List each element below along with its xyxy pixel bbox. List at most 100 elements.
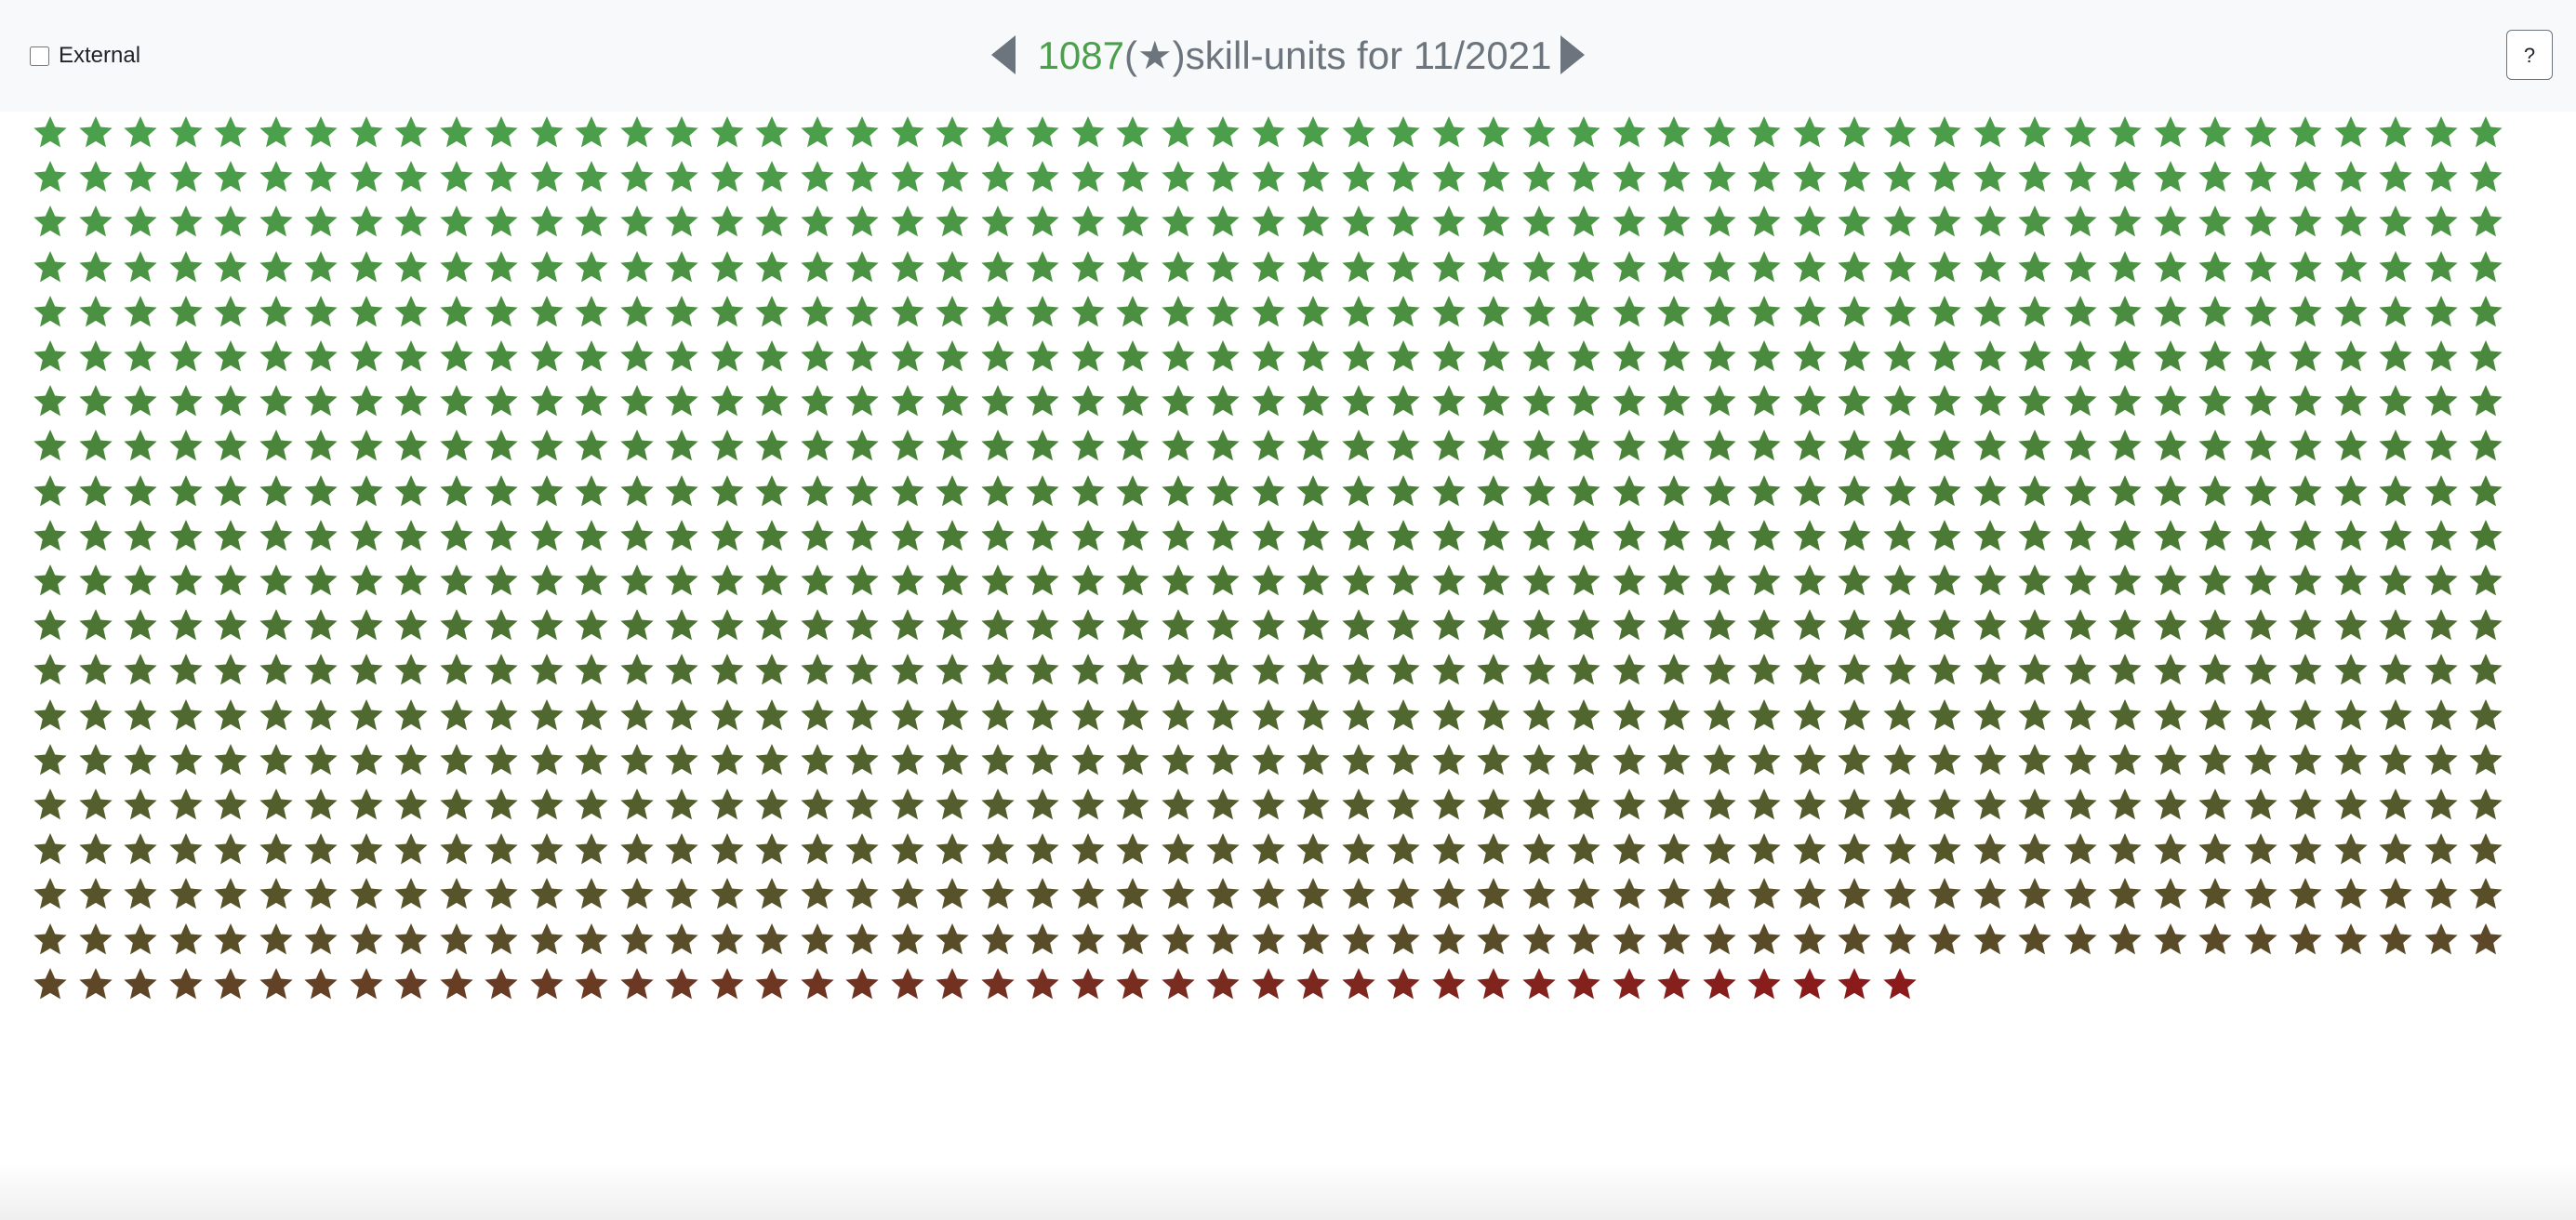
star-icon xyxy=(1926,472,1963,510)
star-icon xyxy=(1114,203,1151,240)
star-icon xyxy=(1836,203,1873,240)
star-icon xyxy=(2197,875,2234,912)
star-icon xyxy=(2062,875,2099,912)
star-icon xyxy=(1160,921,1197,958)
star-icon xyxy=(1204,965,1242,1002)
star-icon xyxy=(438,248,475,285)
star-icon xyxy=(1385,203,1422,240)
star-icon xyxy=(1430,606,1467,643)
star-icon xyxy=(573,830,610,868)
star-icon xyxy=(122,562,159,599)
star-icon xyxy=(618,203,656,240)
caret-left-icon[interactable] xyxy=(991,35,1016,74)
star-icon xyxy=(1972,741,2009,778)
star-icon xyxy=(799,921,836,958)
star-icon xyxy=(302,338,339,375)
star-icon xyxy=(1295,338,1332,375)
star-icon xyxy=(212,875,249,912)
star-icon xyxy=(302,203,339,240)
star-icon xyxy=(1701,651,1738,688)
star-icon xyxy=(2287,696,2324,734)
star-icon xyxy=(1611,921,1648,958)
star-icon xyxy=(1791,338,1828,375)
star-icon xyxy=(1114,651,1151,688)
star-icon xyxy=(2377,651,2414,688)
star-icon xyxy=(1114,965,1151,1002)
star-icon xyxy=(1655,427,1693,464)
star-icon xyxy=(1250,921,1287,958)
star-icon xyxy=(1295,293,1332,330)
star-icon xyxy=(799,472,836,510)
star-icon xyxy=(1746,875,1783,912)
star-icon xyxy=(1069,606,1107,643)
star-icon xyxy=(1972,248,2009,285)
star-icon xyxy=(1791,427,1828,464)
caret-right-icon[interactable] xyxy=(1560,35,1585,74)
star-icon xyxy=(348,472,385,510)
star-icon xyxy=(1655,203,1693,240)
paren-open: ( xyxy=(1124,33,1137,77)
star-icon xyxy=(979,203,1016,240)
star-icon xyxy=(1565,382,1602,419)
star-icon xyxy=(2423,203,2460,240)
star-icon xyxy=(438,158,475,195)
star-icon xyxy=(392,382,430,419)
star-icon xyxy=(2467,830,2504,868)
star-icon xyxy=(348,248,385,285)
star-icon xyxy=(528,786,565,823)
star-icon xyxy=(1340,562,1377,599)
star-icon xyxy=(302,113,339,151)
star-icon xyxy=(1475,248,1512,285)
star-icon xyxy=(1204,338,1242,375)
star-icon xyxy=(438,293,475,330)
star-icon xyxy=(1655,472,1693,510)
star-icon xyxy=(438,786,475,823)
star-icon xyxy=(709,382,746,419)
star-icon xyxy=(1069,651,1107,688)
star-icon xyxy=(122,203,159,240)
star-icon xyxy=(753,562,790,599)
star-icon xyxy=(2332,651,2370,688)
star-icon xyxy=(1295,921,1332,958)
star-icon xyxy=(1520,203,1558,240)
page-title: 1087(★)skill-units for 11/2021 xyxy=(0,26,2576,86)
star-icon xyxy=(2242,382,2279,419)
star-icon xyxy=(2242,517,2279,554)
star-icon xyxy=(1430,965,1467,1002)
star-icon xyxy=(32,651,69,688)
star-icon xyxy=(573,875,610,912)
star-icon xyxy=(1746,606,1783,643)
star-icon xyxy=(212,786,249,823)
star-icon xyxy=(709,338,746,375)
star-icon xyxy=(167,965,205,1002)
star-icon xyxy=(258,786,295,823)
star-icon xyxy=(1611,606,1648,643)
star-icon xyxy=(934,113,971,151)
star-icon xyxy=(2016,472,2053,510)
star-icon xyxy=(2197,382,2234,419)
star-icon xyxy=(2377,248,2414,285)
help-button[interactable]: ? xyxy=(2506,30,2553,80)
star-icon xyxy=(32,382,69,419)
star-icon xyxy=(1972,338,2009,375)
star-icon xyxy=(392,427,430,464)
star-icon xyxy=(1295,696,1332,734)
star-icon xyxy=(122,875,159,912)
star-icon xyxy=(528,965,565,1002)
star-icon xyxy=(1204,472,1242,510)
star-icon xyxy=(1385,965,1422,1002)
star-icon xyxy=(1701,606,1738,643)
star-icon xyxy=(1791,562,1828,599)
star-icon xyxy=(2016,203,2053,240)
star-icon xyxy=(122,651,159,688)
star-icon xyxy=(1024,158,1061,195)
star-icon xyxy=(167,338,205,375)
star-icon xyxy=(1114,786,1151,823)
star-icon xyxy=(753,651,790,688)
star-icon xyxy=(2062,517,2099,554)
star-icon xyxy=(1746,741,1783,778)
star-icon xyxy=(1204,517,1242,554)
star-icon xyxy=(709,875,746,912)
star-icon xyxy=(1520,338,1558,375)
star-icon xyxy=(1385,741,1422,778)
